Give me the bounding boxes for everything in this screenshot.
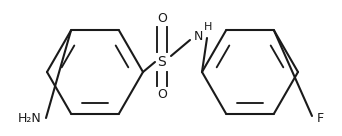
Text: S: S	[158, 55, 166, 69]
Text: H: H	[204, 22, 212, 32]
Text: N: N	[193, 30, 203, 42]
Text: O: O	[157, 12, 167, 24]
Text: O: O	[157, 89, 167, 101]
Text: F: F	[316, 112, 324, 124]
Text: H₂N: H₂N	[18, 112, 42, 124]
